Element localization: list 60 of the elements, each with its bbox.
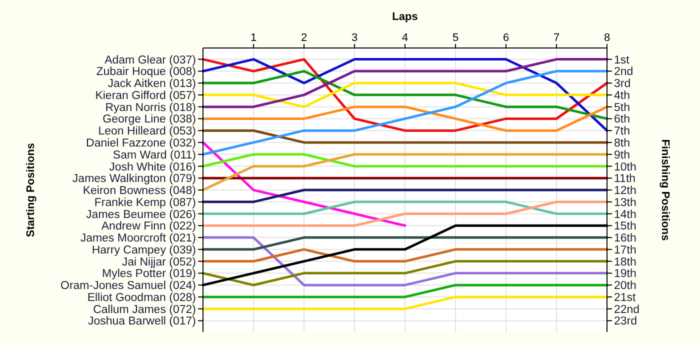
x-tick-label: 5	[452, 32, 459, 44]
category-label: Callum James (072)	[93, 304, 196, 316]
x-axis-title: Laps	[392, 11, 418, 23]
y2-tick-label: 4th	[614, 90, 630, 102]
category-label: Jai Nijjar (052)	[122, 256, 196, 268]
line-series	[202, 70, 608, 156]
y2-tick-label: 1st	[614, 54, 630, 66]
category-label: George Line (038)	[102, 114, 196, 126]
category-label: Adam Glear (037)	[104, 54, 196, 66]
y2-tick-label: 6th	[614, 114, 630, 126]
category-label: Joshua Barwell (017)	[88, 316, 196, 328]
y2-tick-label: 20th	[614, 280, 636, 292]
category-label: Keiron Bowness (048)	[82, 185, 196, 198]
y2-tick-label: 12th	[614, 185, 636, 198]
x-tick-label: 8	[604, 32, 610, 44]
x-tick-label: 6	[502, 32, 510, 44]
category-label: Frankie Kemp (087)	[94, 196, 196, 209]
y2-tick-label: 10th	[614, 161, 636, 174]
y2-tick-label: 2nd	[614, 66, 634, 78]
y2-tick-label: 5th	[614, 102, 630, 114]
line-series	[202, 58, 608, 108]
category-label: Leon Hilleard (053)	[98, 126, 196, 138]
text: Starting Positions	[25, 142, 37, 238]
x-tick-label: 3	[351, 32, 358, 44]
y2-tick-label: 14th	[614, 208, 636, 221]
y2-tick-label: 22nd	[614, 304, 640, 316]
y2-tick-label: 13th	[614, 196, 636, 209]
category-label: James Beumee (026)	[86, 208, 196, 221]
y2-tick-label: 21st	[614, 292, 637, 304]
category-label: Ryan Norris (018)	[105, 102, 196, 114]
category-label: Daniel Fazzone (032)	[86, 137, 196, 150]
y2-tick-label: 17th	[614, 244, 636, 256]
x-tick-label: 2	[300, 32, 308, 44]
y2-tick-label: 19th	[614, 268, 636, 280]
x-tick-label: 4	[402, 32, 408, 44]
category-label: Andrew Finn (022)	[101, 220, 196, 233]
category-label: Oram-Jones Samuel (024)	[60, 280, 196, 292]
category-label: Elliot Goodman (028)	[87, 292, 196, 304]
category-label: Josh White (016)	[109, 161, 196, 174]
y2-tick-label: 18th	[614, 256, 636, 268]
y2-axis-title: Finishing Positions	[659, 139, 671, 241]
y2-tick-label: 7th	[614, 126, 630, 138]
y2-tick-label: 9th	[614, 149, 630, 162]
category-label: James Walkington (079)	[72, 173, 196, 186]
y2-tick-label: 11th	[614, 173, 636, 186]
y2-tick-label: 16th	[614, 232, 636, 245]
x-tick-label: 7	[553, 32, 560, 44]
y2-tick-label: 8th	[614, 137, 630, 150]
category-label: Kieran Gifford (057)	[95, 90, 196, 102]
line-series	[202, 70, 608, 120]
y2-tick-label: 15th	[614, 220, 636, 233]
category-label: Jack Aitken (013)	[108, 78, 196, 90]
category-label: Sam Ward (011)	[112, 149, 196, 162]
y2-tick-label: 23rd	[614, 316, 638, 328]
x-tick-label: 1	[250, 32, 257, 44]
category-label: Harry Campey (039)	[92, 244, 196, 256]
category-label: Myles Potter (019)	[102, 268, 196, 280]
category-label: James Moorcroft (021)	[80, 232, 196, 245]
category-label: Zubair Hoque (008)	[96, 66, 196, 78]
y2-tick-label: 3rd	[614, 78, 631, 90]
